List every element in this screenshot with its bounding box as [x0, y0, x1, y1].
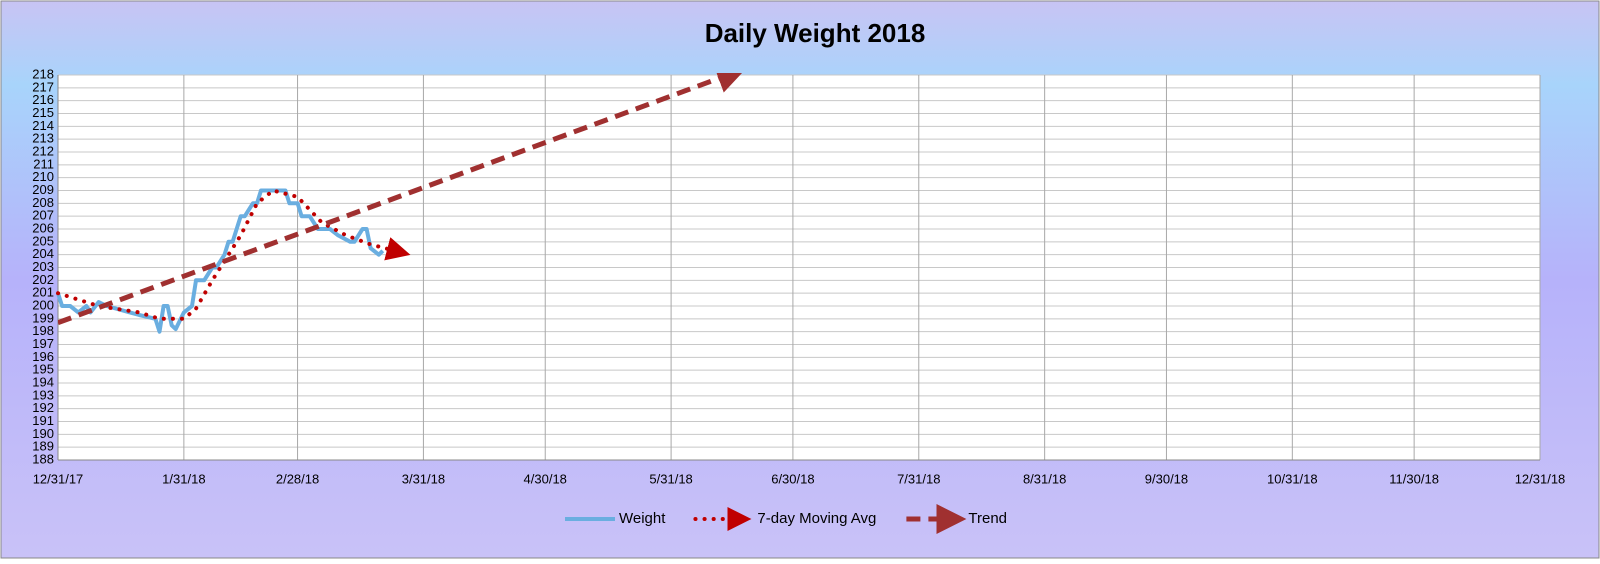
y-tick-label: 195: [32, 362, 54, 377]
legend-label: 7-day Moving Avg: [757, 510, 876, 527]
y-tick-label: 205: [32, 233, 54, 248]
x-tick-label: 6/30/18: [771, 471, 814, 486]
y-tick-label: 190: [32, 426, 54, 441]
y-tick-label: 216: [32, 92, 54, 107]
y-tick-label: 211: [33, 156, 54, 171]
y-tick-label: 198: [32, 323, 54, 338]
y-tick-label: 189: [32, 439, 54, 454]
y-tick-label: 212: [32, 143, 54, 158]
y-tick-label: 203: [32, 259, 54, 274]
lines: [56, 73, 747, 334]
y-tick-label: 209: [32, 182, 54, 197]
legend-label: Trend: [968, 510, 1007, 527]
x-tick-label: 9/30/18: [1145, 471, 1188, 486]
legend: Weight 7-day Moving Avg Trend: [565, 504, 1007, 534]
y-tick-label: 199: [32, 310, 54, 325]
x-tick-label: 12/31/18: [1515, 471, 1566, 486]
y-tick-label: 214: [32, 118, 54, 133]
y-tick-label: 193: [32, 387, 54, 402]
legend-label: Weight: [619, 510, 666, 527]
y-tick-label: 202: [32, 272, 54, 287]
x-tick-label: 4/30/18: [524, 471, 567, 486]
y-tick-label: 191: [32, 413, 54, 428]
x-tick-label: 11/30/18: [1389, 471, 1439, 486]
y-tick-label: 188: [32, 451, 54, 466]
y-tick-label: 215: [32, 105, 54, 120]
grid: 1881891901911921931941951961971981992002…: [32, 66, 1565, 486]
y-tick-label: 200: [32, 297, 54, 312]
y-tick-label: 213: [32, 131, 54, 146]
x-tick-label: 10/31/18: [1267, 471, 1318, 486]
y-tick-label: 218: [32, 66, 54, 81]
y-tick-label: 208: [32, 195, 54, 210]
x-tick-label: 7/31/18: [897, 471, 940, 486]
y-tick-label: 207: [32, 208, 54, 223]
y-tick-label: 210: [32, 169, 54, 184]
y-tick-label: 197: [32, 336, 54, 351]
chart-title: Daily Weight 2018: [705, 18, 926, 48]
y-tick-label: 206: [32, 220, 54, 235]
y-tick-label: 196: [32, 349, 54, 364]
x-tick-label: 1/31/18: [162, 471, 205, 486]
x-tick-label: 5/31/18: [649, 471, 692, 486]
x-tick-label: 2/28/18: [276, 471, 319, 486]
y-tick-label: 201: [32, 285, 54, 300]
x-tick-label: 8/31/18: [1023, 471, 1066, 486]
series-line: [58, 73, 747, 326]
x-tick-label: 3/31/18: [402, 471, 445, 486]
y-tick-label: 217: [32, 79, 54, 94]
y-tick-label: 192: [32, 400, 54, 415]
x-tick-label: 12/31/17: [33, 471, 84, 486]
y-tick-label: 204: [32, 246, 54, 261]
y-tick-label: 194: [32, 374, 54, 389]
